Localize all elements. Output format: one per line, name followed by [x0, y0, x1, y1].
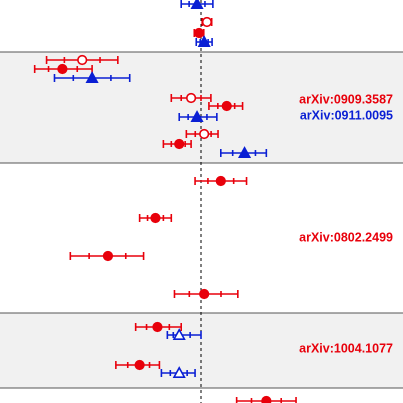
band-label: arXiv:0802.2499: [299, 230, 393, 244]
marker-circle: [150, 212, 161, 224]
marker-triangle: [190, 110, 204, 122]
marker-circle: [199, 128, 210, 140]
marker-circle: [201, 16, 213, 28]
band-label: arXiv:0911.0095: [300, 108, 393, 122]
data-point: [170, 92, 212, 104]
marker-circle: [221, 100, 232, 112]
marker-circle: [174, 138, 185, 150]
band-4: [0, 388, 403, 403]
data-point: [185, 128, 219, 140]
data-point: [138, 212, 173, 224]
marker-circle: [193, 27, 205, 39]
data-point: [201, 16, 213, 28]
band-label: arXiv:0909.3587: [299, 92, 393, 106]
marker-circle: [199, 288, 210, 300]
points-layer: [33, 0, 297, 403]
marker-circle: [215, 175, 226, 187]
data-point: [160, 366, 196, 378]
marker-triangle: [197, 35, 211, 47]
marker-circle: [261, 395, 272, 403]
data-point: [194, 175, 248, 187]
marker-triangle: [85, 71, 99, 83]
data-point: [180, 0, 214, 9]
data-point: [235, 395, 297, 403]
marker-triangle: [238, 146, 252, 158]
data-point: [115, 359, 161, 371]
data-point: [33, 63, 93, 75]
marker-triangle: [172, 328, 186, 340]
data-point: [178, 110, 218, 122]
data-point: [208, 100, 244, 112]
labels-layer: arXiv:0909.3587 arXiv:0911.0095 arXiv:0802…: [299, 92, 393, 355]
data-point: [134, 321, 182, 333]
marker-circle: [57, 63, 68, 75]
data-point: [69, 250, 145, 262]
marker-circle: [152, 321, 163, 333]
data-point: [166, 328, 202, 340]
data-point: [173, 288, 239, 300]
data-point: [45, 54, 119, 66]
marker-circle: [77, 54, 88, 66]
data-point: [162, 138, 192, 150]
data-point: [193, 27, 205, 39]
marker-circle: [186, 92, 197, 104]
marker-circle: [134, 359, 145, 371]
data-point: [195, 35, 213, 47]
marker-triangle: [172, 366, 186, 378]
band-label: arXiv:1004.1077: [299, 341, 393, 355]
data-point: [220, 146, 268, 158]
marker-circle: [102, 250, 114, 262]
marker-triangle: [190, 0, 204, 9]
data-point: [53, 71, 131, 83]
